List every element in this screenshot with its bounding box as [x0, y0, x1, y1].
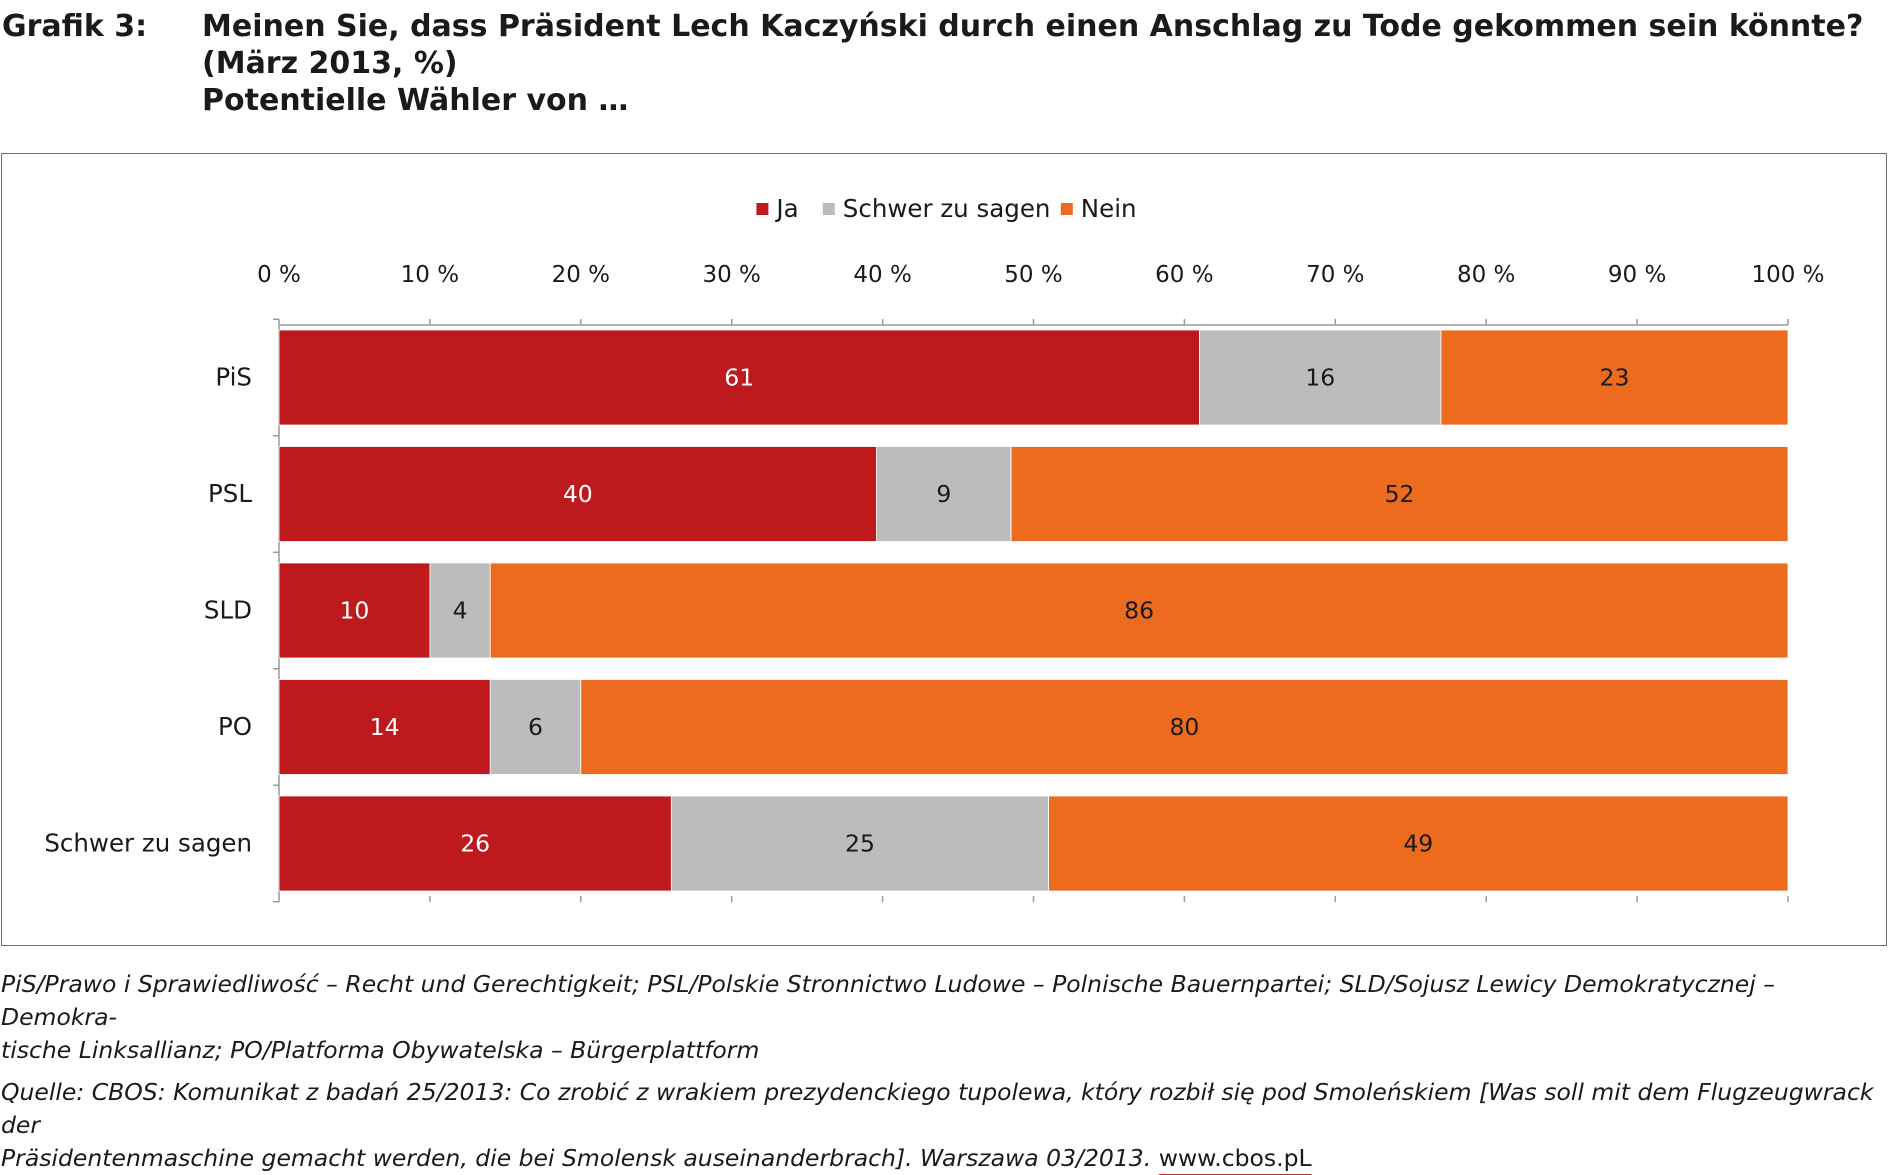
data-label-sld-schwer-zu-sagen: 4: [453, 597, 468, 625]
x-tick-label: 100 %: [1751, 262, 1824, 288]
bar-psl-ja: [278, 446, 878, 542]
legend-swatch-schwer-zu-sagen: [822, 203, 835, 215]
data-label-pis-ja: 61: [724, 364, 754, 392]
x-tick-label: 90 %: [1608, 262, 1666, 288]
data-label-schwer-zu-sagen-ja: 26: [460, 830, 490, 858]
bar-psl-schwer-zu-sagen: [876, 446, 1012, 542]
source-note-line-2: Präsidentenmaschine gemacht werden, die …: [1, 1144, 1152, 1172]
bar-schwer-zu-sagen-schwer-zu-sagen: [670, 795, 1049, 892]
x-tick-label: 0 %: [257, 262, 301, 288]
data-label-po-nein: 80: [1169, 713, 1199, 741]
x-tick-label: 40 %: [853, 262, 911, 288]
bar-pis-nein: [1440, 329, 1789, 426]
chart-subtitle-date: (März 2013, %): [202, 46, 458, 81]
x-tick-label: 50 %: [1004, 262, 1062, 288]
figure-label: Grafik 3:: [2, 9, 148, 44]
data-label-po-ja: 14: [370, 713, 400, 741]
x-tick-label: 30 %: [702, 262, 760, 288]
bar-schwer-zu-sagen-ja: [278, 795, 672, 892]
chart-subtitle-group: Potentielle Wähler von …: [202, 83, 629, 118]
x-tick-label: 60 %: [1155, 262, 1213, 288]
chart-title: Meinen Sie, dass Präsident Lech Kaczyńsk…: [202, 9, 1864, 44]
data-label-schwer-zu-sagen-schwer-zu-sagen: 25: [845, 830, 875, 858]
legend-label-schwer-zu-sagen: Schwer zu sagen: [843, 194, 1051, 223]
source-note-line-1: Quelle: CBOS: Komunikat z badań 25/2013:…: [1, 1078, 1874, 1139]
legend-label-ja: Ja: [774, 194, 798, 223]
category-label-po: PO: [218, 712, 252, 741]
data-label-pis-nein: 23: [1600, 364, 1630, 392]
abbreviations-note-line-1: PiS/Prawo i Sprawiedliwość – Recht und G…: [1, 970, 1775, 1031]
category-label-pis: PiS: [215, 363, 252, 392]
legend-swatch-ja: [756, 203, 769, 215]
stacked-bar-chart: Ja Schwer zu sagen Nein 0 % 10 % 20 % 30 % 40 %…: [44, 194, 1825, 903]
x-tick-label: 70 %: [1306, 262, 1364, 288]
data-label-psl-ja: 40: [563, 480, 593, 508]
source-link[interactable]: www.cbos.pL: [1158, 1144, 1312, 1172]
bar-sld-ja: [278, 562, 431, 659]
bar-sld-nein: [489, 562, 1789, 659]
x-tick-label: 80 %: [1457, 262, 1515, 288]
bar-sld-schwer-zu-sagen: [429, 562, 491, 659]
data-label-pis-schwer-zu-sagen: 16: [1305, 364, 1335, 392]
data-label-po-schwer-zu-sagen: 6: [528, 713, 543, 741]
x-tick-label: 20 %: [552, 262, 610, 288]
category-label-schwer-zu-sagen: Schwer zu sagen: [44, 829, 252, 858]
data-label-sld-ja: 10: [339, 597, 369, 625]
data-label-schwer-zu-sagen-nein: 49: [1403, 830, 1433, 858]
bar-pis-ja: [278, 329, 1200, 426]
chart-frame: Ja Schwer zu sagen Nein 0 % 10 % 20 % 30 % 40 %…: [1, 153, 1887, 946]
bar-po-nein: [580, 679, 1789, 775]
bar-schwer-zu-sagen-nein: [1048, 795, 1789, 892]
abbreviations-note-line-2: tische Linksallianz; PO/Platforma Obywat…: [1, 1036, 760, 1064]
chart-header: Grafik 3: Meinen Sie, dass Präsident Lec…: [0, 8, 1890, 119]
category-label-sld: SLD: [204, 596, 252, 625]
footnotes: PiS/Prawo i Sprawiedliwość – Recht und G…: [1, 968, 1887, 1175]
category-label-psl: PSL: [208, 479, 252, 508]
data-label-psl-schwer-zu-sagen: 9: [936, 480, 951, 508]
data-label-sld-nein: 86: [1124, 597, 1154, 625]
bar-psl-nein: [1010, 446, 1789, 542]
legend-label-nein: Nein: [1081, 194, 1137, 223]
legend-swatch-nein: [1060, 203, 1073, 215]
x-tick-label: 10 %: [401, 262, 459, 288]
data-label-psl-nein: 52: [1385, 480, 1415, 508]
bar-po-ja: [278, 679, 491, 775]
